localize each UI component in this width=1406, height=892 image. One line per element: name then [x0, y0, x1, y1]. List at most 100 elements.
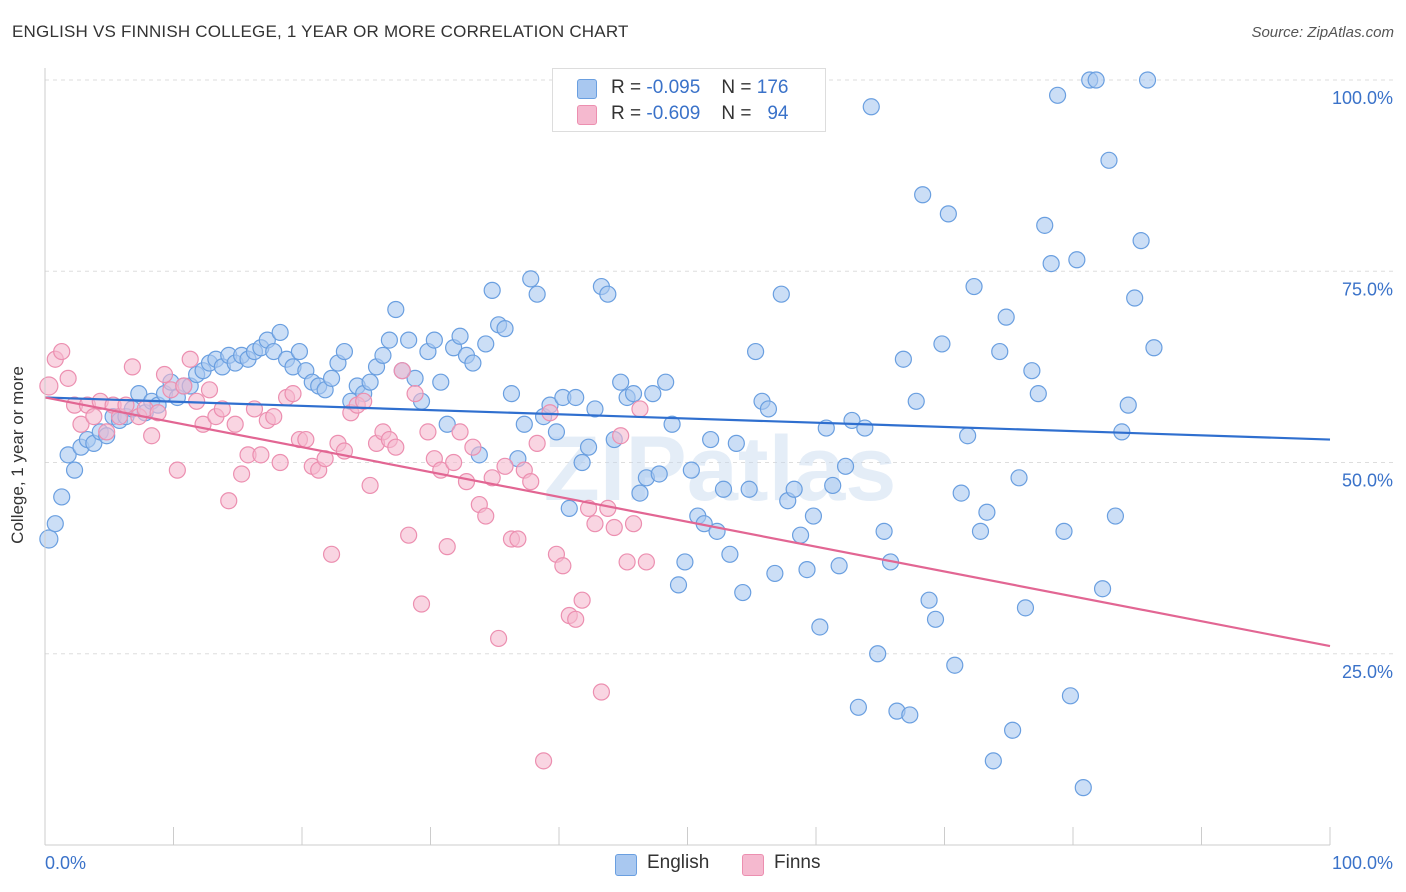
english-point [547, 423, 566, 441]
finns-point [400, 526, 418, 544]
finns-point [233, 465, 251, 483]
english-point [894, 350, 912, 368]
finns-swatch [577, 105, 597, 125]
finns-point [355, 392, 373, 410]
english-point [785, 480, 803, 498]
finns-point [554, 557, 572, 575]
english-point [290, 342, 309, 361]
english-point [772, 285, 790, 303]
x-tick-label-max: 100.0% [1332, 853, 1393, 873]
english-point [522, 270, 540, 288]
english-point [849, 698, 868, 716]
english-point [374, 346, 392, 364]
english-point [759, 400, 778, 418]
english-point [573, 453, 591, 472]
finns-point [438, 538, 456, 556]
source-note: Source: ZipAtlas.com [1251, 24, 1394, 41]
finns-point [451, 423, 469, 441]
finns-point [85, 408, 103, 426]
english-point [1061, 687, 1080, 705]
english-point [901, 706, 919, 724]
finns-point [226, 415, 244, 433]
finns-point [618, 553, 636, 571]
english-point [1010, 469, 1028, 487]
finns-point [496, 457, 514, 475]
english-point [1087, 71, 1105, 89]
english-point [39, 529, 59, 549]
finns-point [155, 365, 174, 384]
english-point [663, 415, 681, 433]
english-point [798, 560, 816, 579]
finns-point [168, 461, 186, 479]
finns-point [200, 381, 219, 399]
finns-point [123, 358, 141, 376]
finns-point [406, 385, 424, 403]
chart-title: ENGLISH VS FINNISH COLLEGE, 1 YEAR OR MO… [12, 22, 629, 41]
finns-point [361, 476, 379, 495]
english-point [1055, 522, 1073, 540]
finns-point [297, 430, 315, 449]
finns-point [631, 400, 649, 418]
english-point [920, 591, 938, 609]
finns-point [412, 595, 431, 613]
english-point [959, 427, 977, 445]
english-point [946, 656, 964, 674]
finns-point [528, 434, 546, 452]
finns-point [271, 453, 289, 472]
finns-point [149, 404, 167, 422]
trend-lines [44, 396, 1331, 648]
english-point [836, 457, 855, 475]
english-point [747, 342, 765, 361]
finns-point [220, 492, 238, 510]
english-r-value: -0.095 [646, 77, 701, 98]
english-point [400, 331, 418, 349]
x-tick-label-min: 0.0% [45, 853, 86, 873]
english-point [830, 557, 848, 575]
english-n-label: N = [721, 77, 752, 98]
english-point [361, 373, 379, 391]
english-point [657, 373, 675, 391]
finns-point [612, 427, 630, 445]
english-point [322, 369, 341, 387]
english-point [1023, 362, 1041, 380]
legend-stats: R = -0.095 N = 176 R = -0.609 N = 94 [552, 68, 826, 132]
english-point [432, 373, 450, 391]
finns-legend-swatch [742, 854, 764, 876]
finns-point [72, 415, 90, 433]
finns-n-label: N = [721, 103, 752, 124]
finns-point [464, 438, 482, 456]
english-point [265, 342, 283, 361]
y-tick-label: 25.0% [1342, 662, 1393, 682]
axis-layer: 25.0% 50.0% 75.0% 100.0% 0.0% 100.0% [44, 68, 1393, 873]
finns-point [592, 683, 611, 701]
finns-point [509, 530, 527, 548]
english-legend-swatch [615, 854, 637, 876]
english-point [856, 419, 874, 437]
english-point [599, 285, 617, 303]
english-point [804, 507, 823, 525]
english-point [1138, 71, 1157, 89]
finns-point [567, 610, 585, 628]
y-tick-label: 75.0% [1342, 279, 1393, 299]
english-point [560, 499, 578, 517]
finns-point [181, 350, 199, 368]
y-tick-label: 100.0% [1332, 88, 1393, 108]
english-point [612, 373, 630, 391]
english-point [1036, 216, 1054, 234]
english-point [1048, 86, 1067, 104]
finns-point [175, 377, 193, 395]
english-point [875, 522, 893, 540]
finns-point [387, 438, 405, 456]
english-point [438, 415, 456, 433]
finns-point [445, 453, 463, 472]
english-point [869, 645, 887, 663]
english-point [1093, 580, 1112, 598]
english-point [740, 480, 758, 498]
english-n-value: 176 [756, 77, 789, 98]
y-tick-label: 50.0% [1342, 471, 1393, 491]
english-point [380, 331, 398, 349]
english-point [721, 545, 739, 563]
finns-point [624, 515, 643, 533]
finns-point [393, 362, 411, 380]
